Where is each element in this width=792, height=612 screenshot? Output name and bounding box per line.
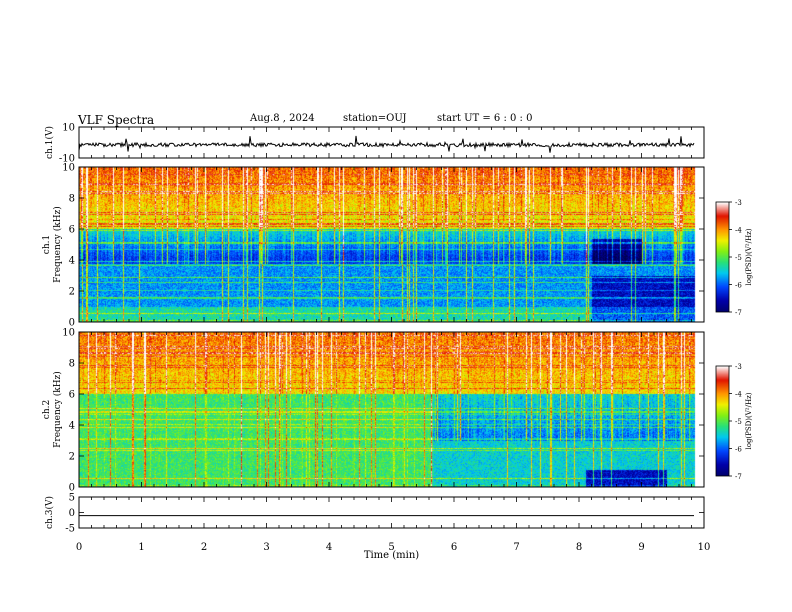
x-tick-label: 10 xyxy=(698,542,711,553)
ch3-waveform-y-tick-label: 5 xyxy=(69,493,75,504)
x-tick-label: 5 xyxy=(388,542,394,553)
ch1-colorbar-tick-label: -6 xyxy=(735,282,742,290)
x-tick-label: 4 xyxy=(326,542,332,553)
ch3-waveform-y-tick-label: 0 xyxy=(69,508,75,519)
x-tick-label: 9 xyxy=(638,542,644,553)
ch1-spectrogram-y-tick-label: 4 xyxy=(69,256,75,267)
ch1-colorbar-gradient xyxy=(716,202,729,312)
start-ut-label: start UT = 6 : 0 : 0 xyxy=(437,113,533,124)
ch1-spectrogram-y-tick-label: 0 xyxy=(69,318,75,329)
ch1-spectrogram-y-tick-label: 6 xyxy=(69,225,75,236)
ch3-waveform-y-label: ch.3(V) xyxy=(44,496,55,529)
ch2-spectrogram-y-tick-label: 10 xyxy=(62,328,75,339)
ch1-colorbar-tick-label: -7 xyxy=(735,309,742,317)
ch1-colorbar-tick-label: -5 xyxy=(735,254,742,262)
ch2-spectrogram-image xyxy=(79,332,704,487)
ch1-spectrogram-y-tick-label: 8 xyxy=(69,194,75,205)
ch2-spectrogram-y-tick-label: 6 xyxy=(69,390,75,401)
ch1-colorbar-tick-label: -3 xyxy=(735,199,742,207)
chart-title: VLF Spectra xyxy=(78,113,155,127)
x-tick-label: 8 xyxy=(576,542,582,553)
ch2-colorbar-gradient xyxy=(716,366,729,476)
x-tick-label: 7 xyxy=(513,542,519,553)
ch2-colorbar-tick-label: -6 xyxy=(735,446,742,454)
ch1-spectrogram-y-label: Frequency (kHz) xyxy=(52,206,63,283)
ch2-spectrogram-y-label: ch.2 xyxy=(42,400,52,419)
ch2-spectrogram-y-tick-label: 2 xyxy=(69,452,75,463)
ch2-colorbar-tick-label: -4 xyxy=(735,391,742,399)
ch2-spectrogram-y-label: Frequency (kHz) xyxy=(52,371,63,448)
x-tick-label: 0 xyxy=(76,542,82,553)
ch1-colorbar-label: log(PSD)(V²/Hz) xyxy=(745,228,753,285)
ch2-spectrogram-y-tick-label: 0 xyxy=(69,483,75,494)
x-tick-label: 6 xyxy=(451,542,457,553)
ch1-waveform-y-tick-label: -10 xyxy=(59,154,75,165)
ch1-spectrogram-y-label: ch.1 xyxy=(42,235,52,254)
date-label: Aug.8 , 2024 xyxy=(250,113,315,124)
ch2-colorbar-tick-label: -7 xyxy=(735,473,742,481)
ch1-waveform-y-label: ch.1(V) xyxy=(44,126,55,159)
x-tick-label: 2 xyxy=(201,542,207,553)
ch2-colorbar-tick-label: -5 xyxy=(735,418,742,426)
ch2-colorbar-tick-label: -3 xyxy=(735,363,742,371)
ch1-colorbar-tick-label: -4 xyxy=(735,227,742,235)
ch2-spectrogram-y-tick-label: 8 xyxy=(69,359,75,370)
x-tick-label: 3 xyxy=(263,542,269,553)
x-tick-label: 1 xyxy=(138,542,144,553)
ch1-spectrogram-y-tick-label: 2 xyxy=(69,287,75,298)
ch3-waveform-y-tick-label: -5 xyxy=(65,524,75,535)
ch2-colorbar-label: log(PSD)(V²/Hz) xyxy=(745,392,753,449)
x-axis-label: Time (min) xyxy=(364,550,419,561)
ch2-spectrogram-y-tick-label: 4 xyxy=(69,421,75,432)
ch1-trace xyxy=(78,135,695,153)
ch1-waveform-y-tick-label: 10 xyxy=(62,123,75,134)
station-label: station=OUJ xyxy=(343,113,407,124)
ch1-spectrogram-y-tick-label: 10 xyxy=(62,163,75,174)
ch1-spectrogram-image xyxy=(79,167,704,322)
